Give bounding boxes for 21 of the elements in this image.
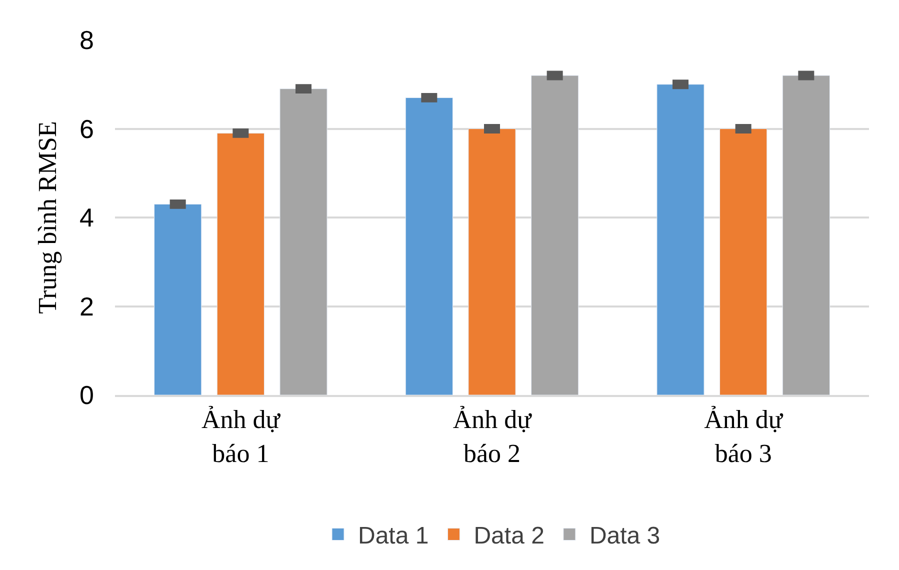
x-tick-label: Ảnh dự báo 2 (452, 405, 532, 468)
legend-label: Data 1 (358, 522, 429, 550)
y-tick-label: 4 (80, 202, 94, 233)
bar (405, 97, 453, 395)
bar (154, 204, 202, 395)
legend-label: Data 3 (589, 522, 660, 550)
y-axis-title: Trung bình RMSE (32, 121, 62, 314)
bar (280, 88, 328, 395)
bar (656, 84, 704, 395)
legend-label: Data 2 (474, 522, 544, 550)
bar (468, 128, 516, 395)
x-tick-label: Ảnh dự báo 3 (704, 405, 784, 468)
bar (216, 132, 264, 395)
y-tick-label: 8 (80, 25, 94, 56)
y-tick-label: 2 (80, 291, 94, 322)
x-tick-label: Ảnh dự báo 1 (201, 405, 281, 468)
bar (531, 75, 579, 395)
bar (782, 75, 830, 395)
bar (720, 128, 768, 395)
y-tick-label: 6 (80, 114, 94, 144)
y-tick-label: 0 (80, 380, 94, 410)
